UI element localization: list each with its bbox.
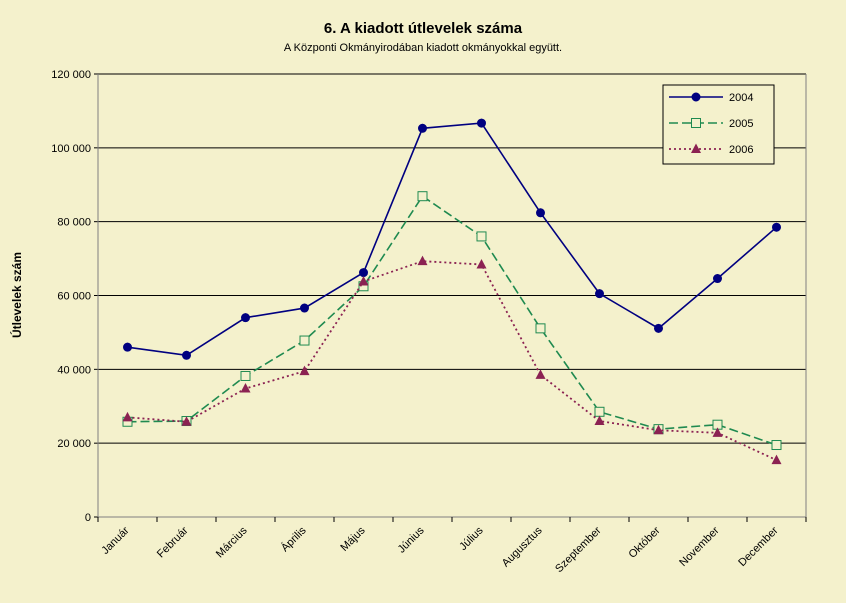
legend-box bbox=[662, 84, 775, 165]
data-point-2006 bbox=[535, 369, 546, 379]
legend-label-2005: 2005 bbox=[729, 118, 753, 130]
data-point-2005 bbox=[594, 406, 605, 417]
data-point-2004-shape bbox=[772, 222, 781, 232]
data-point-2004-shape bbox=[241, 313, 250, 323]
data-point-2005 bbox=[476, 231, 487, 242]
y-tick-label: 120 000 bbox=[51, 69, 91, 81]
chart-title: 6. A kiadott útlevelek száma bbox=[324, 20, 523, 37]
data-point-2004-shape bbox=[477, 118, 486, 128]
data-point-2006 bbox=[299, 365, 310, 376]
y-axis-label: Útlevelek szám bbox=[9, 252, 24, 338]
data-point-2006 bbox=[771, 454, 782, 465]
legend-label-2006: 2006 bbox=[729, 144, 753, 156]
data-point-2006 bbox=[240, 383, 251, 393]
data-point-2005 bbox=[417, 191, 428, 202]
data-point-2004-shape bbox=[182, 350, 191, 360]
chart-subtitle: A Központi Okmányirodában kiadott okmány… bbox=[284, 42, 562, 54]
series-line-2005 bbox=[127, 195, 777, 446]
data-point-2005 bbox=[240, 370, 251, 381]
legend-marker-2006 bbox=[691, 143, 701, 153]
legend-label-2004: 2004 bbox=[729, 92, 753, 104]
legend-marker-2005 bbox=[691, 118, 701, 128]
data-point-2004-shape bbox=[713, 274, 722, 284]
y-tick-label: 80 000 bbox=[57, 217, 91, 229]
y-tick-label: 20 000 bbox=[57, 438, 91, 450]
data-point-2006 bbox=[122, 411, 133, 422]
y-tick-label: 40 000 bbox=[57, 364, 91, 376]
data-point-2005 bbox=[299, 335, 310, 346]
data-point-2004-shape bbox=[536, 208, 545, 218]
series-line-2004 bbox=[127, 122, 778, 357]
data-point-2006 bbox=[476, 258, 487, 269]
data-point-2006 bbox=[358, 275, 369, 286]
data-point-2004-shape bbox=[300, 303, 309, 313]
data-point-2006 bbox=[594, 415, 605, 426]
data-point-2004-shape bbox=[359, 268, 368, 278]
legend: 2004 2005 2006 bbox=[662, 84, 775, 165]
y-tick-label: 60 000 bbox=[57, 291, 91, 303]
data-point-2004-shape bbox=[123, 342, 132, 352]
y-tick-label: 100 000 bbox=[51, 143, 91, 155]
data-point-2005 bbox=[771, 440, 782, 451]
data-point-2006 bbox=[712, 427, 723, 437]
data-point-2006 bbox=[417, 255, 428, 266]
y-tick-label: 0 bbox=[85, 512, 91, 524]
series-line-2006 bbox=[127, 260, 777, 461]
data-point-2006 bbox=[181, 416, 192, 426]
data-point-2006 bbox=[653, 424, 664, 435]
data-point-2004-shape bbox=[654, 323, 663, 333]
data-point-2005 bbox=[535, 323, 546, 334]
data-point-2004-shape bbox=[418, 123, 427, 133]
legend-marker-2004-shape bbox=[692, 92, 700, 102]
data-point-2004-shape bbox=[595, 289, 604, 299]
